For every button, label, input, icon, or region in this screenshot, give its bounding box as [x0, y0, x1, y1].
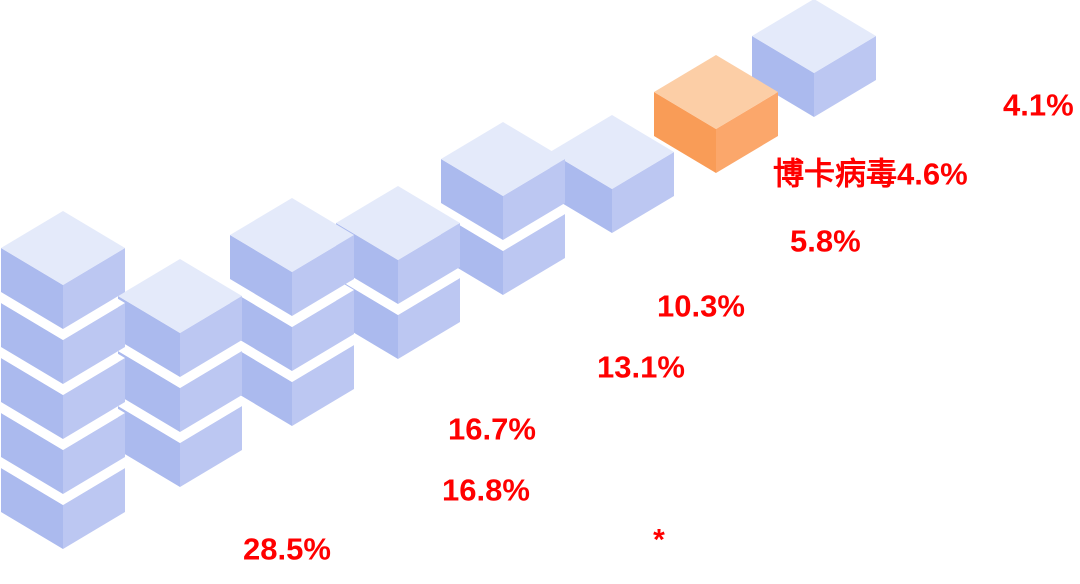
cube-right-face: [716, 92, 778, 173]
cube-right-face: [180, 351, 242, 432]
cube-top-face: [1, 211, 125, 285]
cube-top-face: [118, 259, 242, 333]
cube-right-face: [180, 406, 242, 487]
cube-right-face: [398, 223, 460, 304]
cube-left-face: [230, 345, 292, 426]
cube-top-face: [336, 186, 460, 260]
cube-right-face: [292, 290, 354, 371]
cube-left-face: [441, 159, 503, 240]
cube-right-face: [503, 159, 565, 240]
cube-stack-13.1%: [336, 186, 460, 359]
cube: [752, 0, 876, 117]
cube-left-face: [1, 303, 63, 384]
cube-right-face: [63, 413, 125, 494]
cube: [654, 55, 778, 173]
cube-left-face: [1, 413, 63, 494]
cube-top-face: [230, 198, 354, 272]
cube-left-face: [118, 351, 180, 432]
cube-stack-16.7%: [230, 198, 354, 426]
cube-left-face: [1, 468, 63, 549]
cube-stack-16.8%: [118, 259, 242, 487]
cube-stack-4.1%: [752, 0, 876, 117]
cube-right-face: [63, 468, 125, 549]
cube-top-face: [550, 115, 674, 189]
cube: [230, 198, 354, 316]
cube-left-face: [550, 152, 612, 233]
cube-left-face: [654, 92, 716, 173]
cube-left-face: [230, 290, 292, 371]
cube-right-face: [292, 235, 354, 316]
cube-stack-博卡病毒: [654, 55, 778, 173]
cube-left-face: [118, 296, 180, 377]
cube-top-face: [441, 122, 565, 196]
cube-left-face: [1, 358, 63, 439]
cube-top-face: [752, 0, 876, 73]
cube-left-face: [230, 235, 292, 316]
cube-right-face: [63, 303, 125, 384]
cube: [118, 259, 242, 377]
cube-left-face: [1, 248, 63, 329]
cube-right-face: [814, 36, 876, 117]
cube: [441, 122, 565, 240]
cube-stack-10.3%: [441, 122, 565, 295]
cube-right-face: [612, 152, 674, 233]
cube-stack-5.8%: [550, 115, 674, 233]
cube-right-face: [503, 214, 565, 295]
cube-right-face: [63, 358, 125, 439]
cube-right-face: [63, 248, 125, 329]
cube-right-face: [292, 345, 354, 426]
cube-left-face: [752, 36, 814, 117]
cube-stack-28.5%: [1, 211, 125, 549]
cube-right-face: [398, 278, 460, 359]
cube: [550, 115, 674, 233]
cube-right-face: [180, 296, 242, 377]
cube: [1, 211, 125, 329]
cube-left-face: [118, 406, 180, 487]
cube-top-face: [654, 55, 778, 129]
